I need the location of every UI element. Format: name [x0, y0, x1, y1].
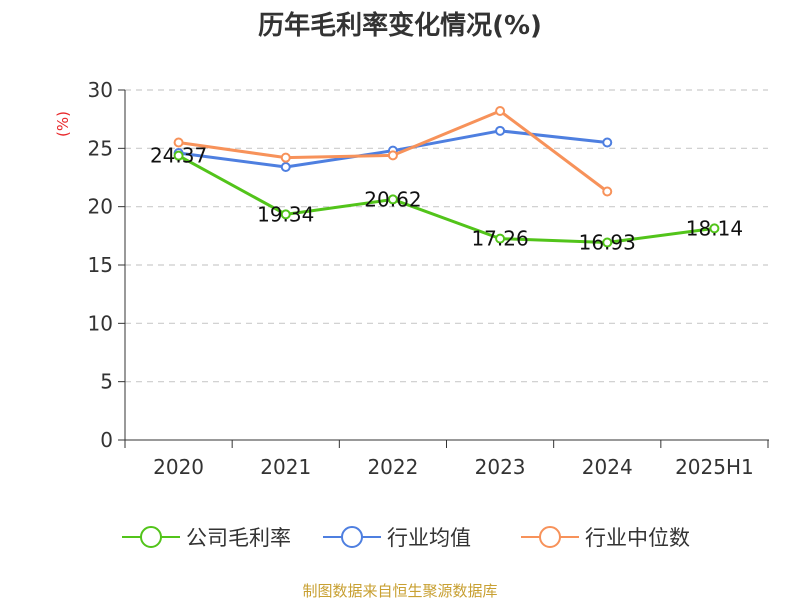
legend-marker: [539, 526, 561, 548]
data-label: 18.14: [686, 216, 743, 240]
data-labels: 24.37 19.34 20.62 17.26 16.93 18.14: [150, 144, 743, 255]
y-tick-label: 10: [88, 311, 113, 335]
axes: 0 5 10 15 20 25 30 2020 2021 2022 2023 2024 2025H1: [88, 78, 769, 479]
y-tick-label: 15: [88, 253, 113, 277]
data-point: [387, 194, 398, 205]
legend-marker: [140, 526, 162, 548]
data-point: [602, 137, 613, 148]
x-tick-label: 2025H1: [675, 455, 754, 479]
y-tick-label: 0: [100, 428, 113, 452]
data-point: [173, 150, 184, 161]
series-lines: [173, 106, 720, 248]
legend-label: 公司毛利率: [186, 526, 291, 550]
data-label: 16.93: [579, 230, 636, 254]
chart-title: 历年毛利率变化情况(%): [258, 10, 542, 41]
x-tick-label: 2020: [153, 455, 204, 479]
data-point: [602, 186, 613, 197]
y-tick-label: 30: [88, 78, 113, 102]
x-tick-label: 2023: [475, 455, 526, 479]
y-tick-label: 25: [88, 136, 113, 160]
data-point: [280, 152, 291, 163]
x-tick-label: 2024: [582, 455, 633, 479]
data-point: [495, 233, 506, 244]
data-point: [280, 162, 291, 172]
legend-item[interactable]: 行业均值: [323, 526, 471, 550]
data-label: 24.37: [150, 144, 207, 168]
legend-item[interactable]: 行业中位数: [521, 526, 690, 550]
legend-item[interactable]: 公司毛利率: [122, 526, 291, 550]
y-tick-label: 5: [100, 370, 113, 394]
legend: 公司毛利率 行业均值 行业中位数: [122, 526, 690, 550]
data-label: 17.26: [471, 227, 528, 251]
legend-marker: [341, 526, 363, 548]
data-point: [387, 150, 398, 161]
data-point: [280, 209, 291, 220]
source-note: 制图数据来自恒生聚源数据库: [302, 582, 497, 600]
data-point: [495, 106, 506, 116]
grid-lines: [125, 89, 768, 383]
legend-label: 行业中位数: [585, 526, 690, 550]
data-point: [495, 125, 506, 136]
x-tick-label: 2021: [260, 455, 311, 479]
data-point: [709, 223, 720, 234]
data-point: [602, 237, 613, 248]
y-axis-unit-label: (%): [54, 111, 72, 137]
data-label: 19.34: [257, 202, 314, 226]
x-tick-label: 2022: [367, 455, 418, 479]
y-tick-label: 20: [88, 195, 113, 219]
series-line: [177, 154, 715, 244]
data-label: 20.62: [364, 187, 421, 211]
data-point: [173, 137, 184, 148]
legend-label: 行业均值: [387, 526, 471, 550]
